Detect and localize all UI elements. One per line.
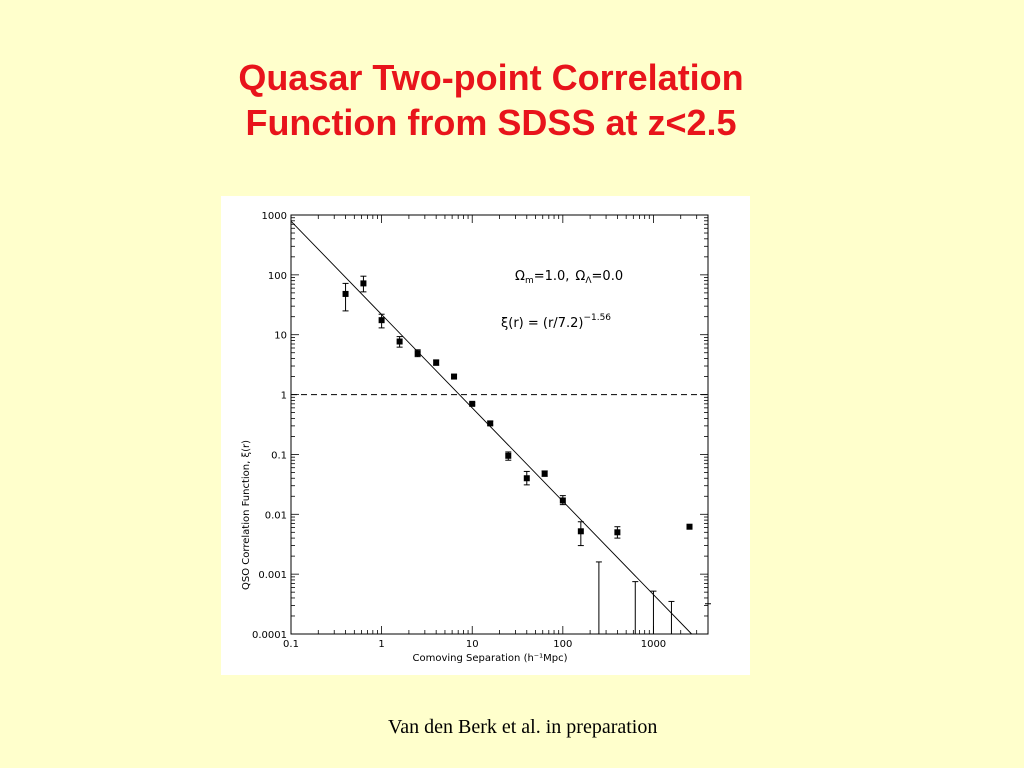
y-tick-label: 0.1 [271,450,287,461]
slide-title: Quasar Two-point Correlation Function fr… [0,55,982,145]
ticks-group [290,214,709,635]
fit-exponent: −1.56 [583,313,611,323]
data-point [360,280,367,287]
x-tick-label: 10 [466,639,479,650]
chart-panel: QSO Correlation Function, ξ(r) Comoving … [221,196,750,675]
x-tick-label: 0.1 [283,639,299,650]
x-tick-label: 1000 [641,639,666,650]
y-tick-label: 1000 [262,211,287,222]
y-tick-label: 10 [274,331,287,342]
data-point [469,400,476,407]
plot-frame [290,214,709,635]
data-point [378,317,385,324]
omega-lambda-symbol: Ω [575,269,585,284]
cosmology-annotation: Ωm=1.0, ΩΛ=0.0 [515,269,623,286]
omega-m-value: =1.0, [534,269,570,284]
x-tick-label: 100 [553,639,572,650]
slide-title-line-2: Function from SDSS at z<2.5 [245,102,737,143]
y-tick-label: 0.001 [258,570,287,581]
data-point [414,350,421,357]
data-point [523,475,530,482]
citation-credit: Van den Berk et al. in preparation [388,716,658,738]
data-point [559,497,566,504]
omega-lambda-value: =0.0 [592,269,624,284]
y-tick-label: 100 [268,271,287,282]
y-tick-label: 0.01 [265,510,287,521]
data-point [433,359,440,366]
data-point [451,373,458,380]
y-tick-label: 0.0001 [252,630,287,641]
fit-equation-annotation: ξ(r) = (r/7.2)−1.56 [501,313,611,331]
omega-m-symbol: Ω [515,269,525,284]
data-point [686,523,693,530]
omega-lambda-subscript: Λ [585,276,592,286]
data-points-group [342,275,711,634]
data-point [505,452,512,459]
data-point [541,470,548,477]
data-point [614,529,621,536]
y-tick-label: 1 [281,391,287,402]
fit-equation: ξ(r) = (r/7.2) [501,316,583,331]
x-axis-label: Comoving Separation (h⁻¹Mpc) [413,653,568,664]
y-axis-label: QSO Correlation Function, ξ(r) [241,440,252,590]
omega-m-subscript: m [525,276,534,286]
data-point [342,290,349,297]
x-tick-label: 1 [378,639,384,650]
data-point [396,338,403,345]
data-point [487,420,494,427]
slide-title-line-1: Quasar Two-point Correlation [238,57,744,98]
power-law-fit-line [290,220,692,635]
data-point [577,528,584,535]
correlation-chart: QSO Correlation Function, ξ(r) Comoving … [241,211,711,664]
